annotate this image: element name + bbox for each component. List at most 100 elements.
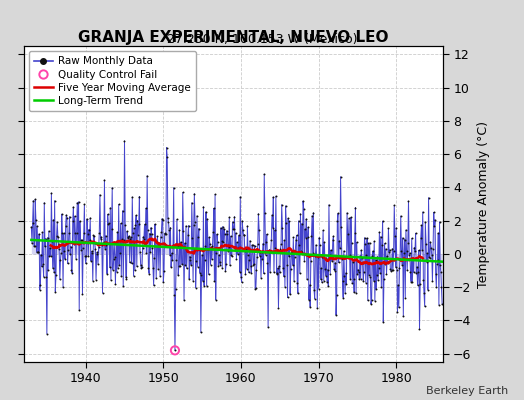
Point — [409, 255, 417, 261]
Point — [405, 252, 413, 258]
Point — [127, 234, 135, 241]
Point — [193, 264, 202, 270]
Point — [217, 225, 225, 231]
Point — [424, 194, 433, 201]
Point — [63, 260, 72, 266]
Point — [277, 241, 285, 247]
Point — [332, 312, 340, 318]
Point — [305, 282, 314, 288]
Point — [391, 233, 399, 240]
Point — [30, 243, 39, 249]
Point — [355, 269, 363, 276]
Point — [60, 248, 69, 255]
Point — [185, 276, 193, 282]
Point — [354, 266, 362, 273]
Point — [80, 201, 89, 208]
Point — [253, 254, 261, 260]
Point — [182, 223, 190, 229]
Point — [309, 250, 317, 256]
Point — [251, 286, 259, 292]
Point — [232, 255, 241, 262]
Point — [372, 286, 380, 292]
Point — [298, 220, 306, 227]
Point — [184, 232, 192, 238]
Point — [206, 241, 214, 247]
Point — [252, 267, 260, 273]
Point — [74, 199, 83, 205]
Point — [420, 289, 428, 296]
Point — [375, 229, 384, 235]
Point — [348, 280, 356, 286]
Point — [91, 240, 99, 246]
Point — [263, 231, 271, 238]
Point — [301, 226, 309, 232]
Point — [146, 248, 155, 255]
Point — [196, 247, 204, 253]
Point — [216, 262, 224, 268]
Point — [380, 276, 388, 282]
Point — [160, 230, 169, 237]
Point — [352, 290, 361, 296]
Point — [41, 243, 49, 250]
Point — [399, 313, 408, 320]
Point — [395, 265, 403, 271]
Point — [181, 262, 190, 268]
Point — [420, 303, 429, 310]
Point — [113, 229, 122, 235]
Point — [304, 296, 313, 303]
Point — [133, 263, 141, 270]
Point — [347, 240, 356, 246]
Point — [86, 258, 95, 264]
Point — [230, 226, 238, 233]
Point — [304, 224, 312, 230]
Point — [292, 232, 301, 238]
Point — [235, 269, 244, 275]
Point — [383, 271, 391, 277]
Point — [94, 261, 102, 267]
Point — [297, 248, 305, 254]
Point — [350, 289, 358, 296]
Point — [425, 254, 433, 260]
Point — [187, 262, 195, 268]
Point — [82, 260, 90, 267]
Point — [144, 265, 152, 271]
Point — [38, 263, 46, 270]
Point — [166, 252, 174, 258]
Point — [313, 305, 321, 311]
Point — [427, 245, 435, 252]
Point — [312, 252, 321, 259]
Point — [281, 284, 289, 290]
Point — [309, 210, 318, 216]
Point — [183, 248, 191, 254]
Point — [320, 277, 328, 284]
Point — [283, 294, 292, 301]
Point — [59, 284, 67, 290]
Point — [201, 242, 210, 249]
Point — [28, 240, 36, 246]
Point — [254, 240, 262, 247]
Point — [184, 222, 193, 229]
Point — [118, 208, 127, 214]
Point — [423, 250, 431, 256]
Point — [221, 230, 229, 237]
Point — [195, 269, 204, 276]
Point — [154, 266, 162, 272]
Point — [293, 290, 302, 296]
Point — [358, 255, 366, 262]
Point — [307, 258, 315, 265]
Point — [340, 248, 348, 254]
Point — [217, 237, 226, 244]
Title: GRANJA EXPERIMENTAL, NUEVO LEO: GRANJA EXPERIMENTAL, NUEVO LEO — [78, 30, 388, 45]
Point — [385, 249, 394, 255]
Point — [414, 268, 422, 275]
Point — [191, 284, 200, 291]
Point — [295, 242, 303, 248]
Point — [433, 261, 441, 268]
Point — [365, 240, 374, 246]
Point — [296, 270, 304, 276]
Point — [412, 270, 420, 276]
Point — [33, 223, 41, 229]
Point — [110, 238, 118, 245]
Point — [125, 259, 134, 266]
Point — [200, 282, 208, 289]
